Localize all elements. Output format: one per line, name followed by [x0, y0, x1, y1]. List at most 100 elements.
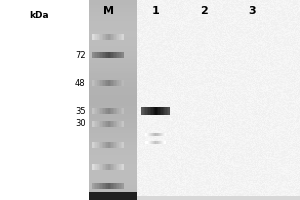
Bar: [95, 142, 97, 148]
Text: 2: 2: [200, 6, 208, 16]
Bar: [103, 80, 105, 86]
Bar: [113, 34, 114, 40]
Bar: [95, 80, 97, 86]
Bar: [110, 164, 111, 170]
Bar: [165, 133, 166, 136]
Bar: [114, 121, 116, 127]
Bar: [105, 108, 106, 114]
Bar: [122, 183, 124, 189]
Bar: [119, 34, 121, 40]
Bar: [118, 52, 119, 58]
Bar: [100, 121, 102, 127]
Bar: [111, 34, 113, 40]
Bar: [116, 164, 118, 170]
Bar: [92, 34, 94, 40]
Bar: [145, 133, 146, 136]
Bar: [165, 141, 166, 144]
Bar: [110, 183, 111, 189]
Bar: [122, 108, 124, 114]
Bar: [118, 164, 119, 170]
Bar: [99, 142, 100, 148]
Bar: [108, 164, 110, 170]
Bar: [121, 52, 122, 58]
Bar: [116, 183, 118, 189]
Bar: [99, 108, 100, 114]
Text: kDa: kDa: [29, 10, 49, 20]
Bar: [167, 107, 168, 115]
Bar: [113, 52, 114, 58]
Bar: [94, 164, 95, 170]
Bar: [136, 0, 300, 200]
Bar: [122, 121, 124, 127]
Bar: [158, 141, 159, 144]
Bar: [102, 52, 103, 58]
Bar: [92, 121, 94, 127]
Bar: [151, 107, 153, 115]
Bar: [122, 34, 124, 40]
Bar: [160, 141, 161, 144]
Bar: [164, 141, 165, 144]
Text: M: M: [103, 6, 113, 16]
Bar: [103, 142, 105, 148]
Bar: [105, 52, 106, 58]
Bar: [102, 183, 103, 189]
Bar: [121, 108, 122, 114]
Bar: [155, 133, 157, 136]
Bar: [103, 52, 105, 58]
Bar: [163, 133, 164, 136]
Bar: [110, 121, 111, 127]
Bar: [122, 52, 124, 58]
Bar: [121, 164, 122, 170]
Bar: [94, 80, 95, 86]
Bar: [103, 108, 105, 114]
Bar: [116, 34, 118, 40]
Bar: [114, 34, 116, 40]
Bar: [114, 142, 116, 148]
Bar: [106, 121, 108, 127]
Bar: [119, 183, 121, 189]
Bar: [110, 108, 111, 114]
Bar: [113, 121, 114, 127]
Bar: [88, 192, 136, 200]
Bar: [118, 34, 119, 40]
Bar: [92, 183, 94, 189]
Bar: [154, 141, 155, 144]
Bar: [97, 164, 98, 170]
Bar: [105, 164, 106, 170]
Bar: [114, 164, 116, 170]
Text: 30: 30: [75, 119, 86, 129]
Bar: [163, 141, 164, 144]
Bar: [108, 121, 110, 127]
Bar: [94, 34, 95, 40]
Bar: [121, 80, 122, 86]
Bar: [158, 133, 159, 136]
Bar: [121, 183, 122, 189]
Bar: [95, 108, 97, 114]
Bar: [108, 80, 110, 86]
Bar: [162, 141, 163, 144]
Bar: [94, 142, 95, 148]
Bar: [102, 80, 103, 86]
Bar: [147, 107, 148, 115]
Bar: [119, 80, 121, 86]
Bar: [97, 52, 98, 58]
Bar: [106, 183, 108, 189]
Bar: [99, 164, 100, 170]
Bar: [155, 141, 157, 144]
Bar: [113, 183, 114, 189]
Bar: [99, 52, 100, 58]
Bar: [142, 107, 144, 115]
Bar: [108, 142, 110, 148]
Bar: [136, 196, 300, 200]
Bar: [160, 107, 161, 115]
Bar: [157, 141, 158, 144]
Bar: [160, 133, 161, 136]
Bar: [92, 80, 94, 86]
Bar: [114, 80, 116, 86]
Bar: [100, 34, 102, 40]
Bar: [161, 141, 162, 144]
Bar: [113, 108, 114, 114]
Bar: [111, 80, 113, 86]
Text: 3: 3: [248, 6, 256, 16]
Bar: [147, 141, 148, 144]
